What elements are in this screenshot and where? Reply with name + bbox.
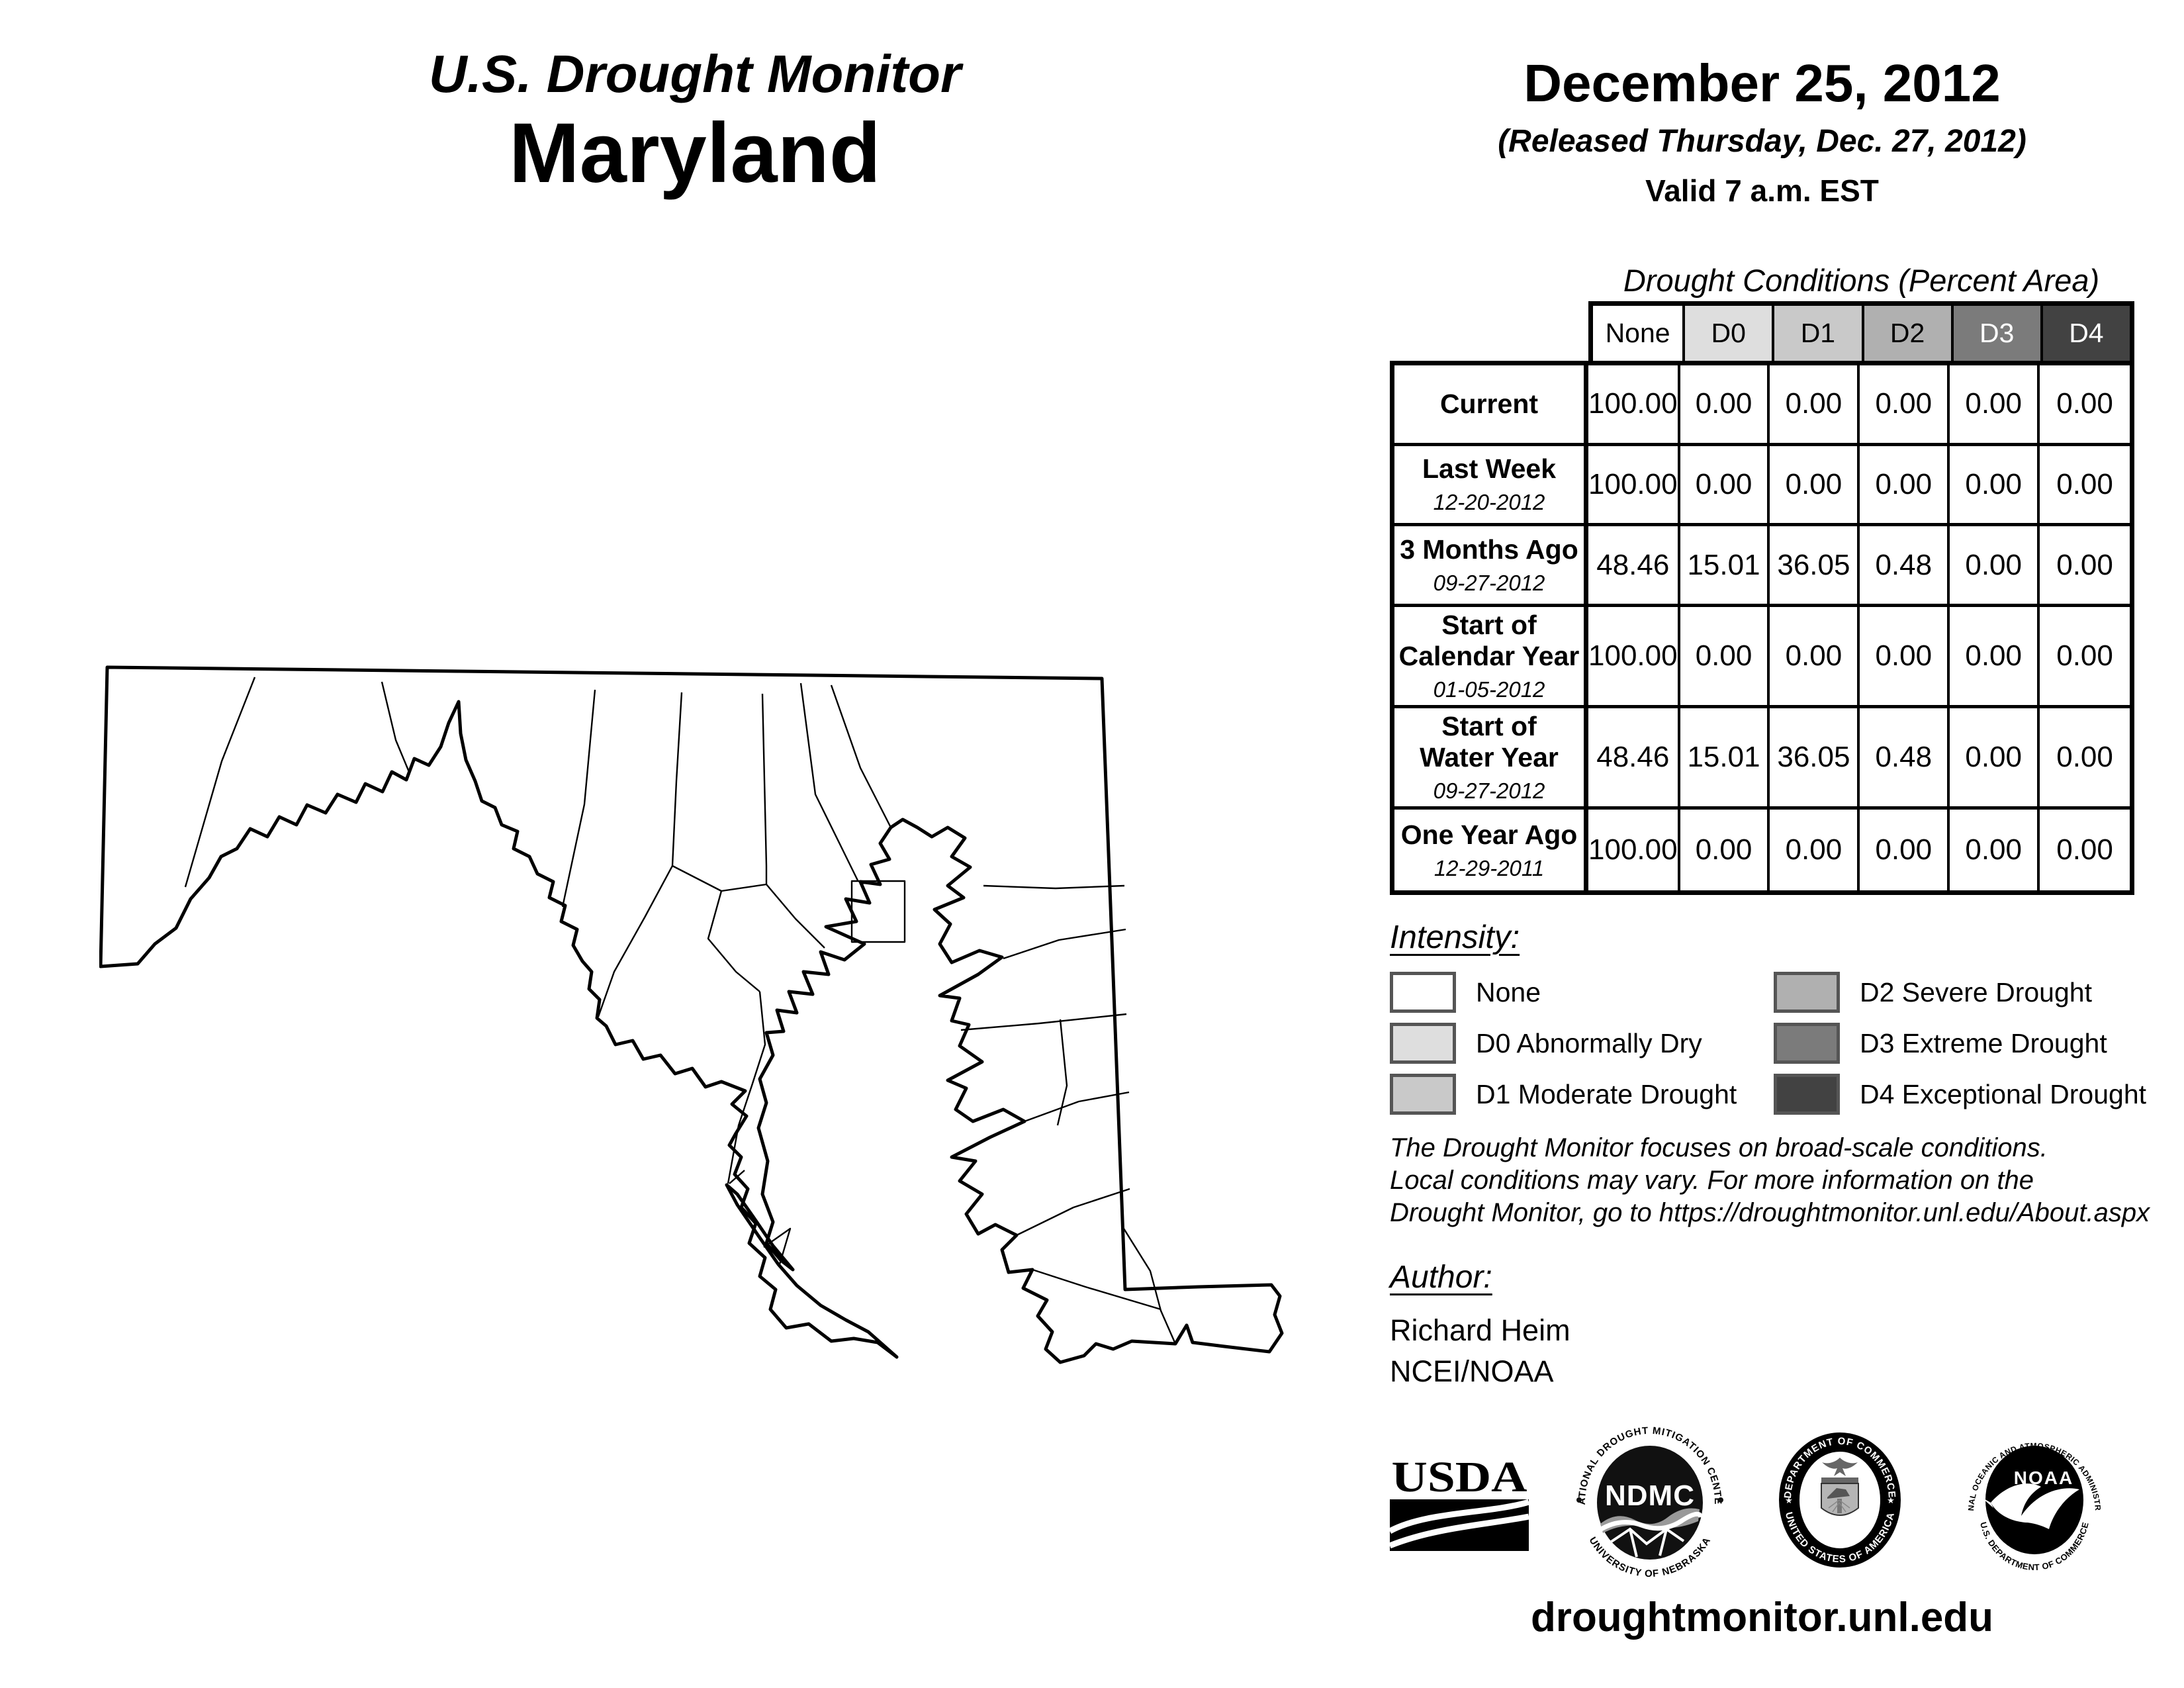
table-cell: 0.00 [1950,606,2040,709]
table-cell: 0.00 [1860,810,1950,890]
usda-logo-text: USDA [1392,1453,1527,1501]
doc-eagle-and-shield [1821,1458,1859,1516]
table-cell: 0.00 [1950,708,2040,810]
maryland-county-map [99,665,1284,1364]
column-header-d0: D0 [1682,306,1772,361]
report-title: U.S. Drought Monitor [428,44,962,103]
table-cell: 0.00 [1950,526,2040,607]
table-cell: 0.00 [2040,708,2130,810]
doc-star-right: ★ [1887,1495,1895,1505]
legend-swatch-none [1390,972,1456,1013]
table-caption: Drought Conditions (Percent Area) [1623,263,2100,298]
state-outline [99,665,1284,1364]
table-cell: 0.00 [1770,606,1860,709]
legend-swatch-d4 [1774,1074,1840,1115]
legend-swatch-d1 [1390,1074,1456,1115]
table-cell: 0.00 [1680,365,1770,446]
table-cell: 0.00 [1770,810,1860,890]
date-block: December 25, 2012 (Released Thursday, De… [1390,57,2134,209]
table-cell: 100.00 [1588,365,1680,446]
column-header-none: None [1593,306,1683,361]
state-name: Maryland [509,106,881,201]
table-cell: 0.00 [2040,365,2130,446]
table-cell: 0.00 [1680,606,1770,709]
table-cell: 0.00 [1950,365,2040,446]
ndmc-center-text: NDMC [1605,1479,1695,1512]
drought-conditions-table: Current 100.00 0.00 0.00 0.00 0.00 0.00 … [1390,361,2134,895]
table-cell: 0.00 [1950,810,2040,890]
table-cell: 36.05 [1770,526,1860,607]
table-cell: 100.00 [1588,445,1680,527]
noaa-seagull-shape [1991,1483,2079,1529]
table-cell: 0.00 [1860,606,1950,709]
map-date: December 25, 2012 [1524,54,2001,113]
table-cell: 100.00 [1588,606,1680,709]
table-cell: 0.00 [1860,445,1950,527]
ndmc-logo: NATIONAL DROUGHT MITIGATION CENTER UNIVE… [1574,1425,1723,1579]
row-label-last-week: Last Week 12-20-2012 [1394,445,1588,527]
intensity-legend-title: Intensity: [1390,919,1520,955]
legend-swatch-d0 [1390,1023,1456,1064]
legend-item-d0: D0 Abnormally Dry [1390,1023,1702,1064]
column-header-d1: D1 [1772,306,1862,361]
table-cell: 0.48 [1860,708,1950,810]
row-label-start-calendar-year: Start of Calendar Year 01-05-2012 [1394,606,1588,709]
table-cell: 48.46 [1588,526,1680,607]
table-cell: 0.00 [2040,446,2130,527]
valid-time: Valid 7 a.m. EST [1645,173,1879,208]
author-organization: NCEI/NOAA [1390,1354,1554,1388]
usda-logo: USDA [1390,1453,1529,1551]
legend-swatch-d2 [1774,972,1840,1013]
author-name: Richard Heim [1390,1313,1570,1347]
row-label-one-year-ago: One Year Ago 12-29-2011 [1394,810,1588,890]
table-cell: 0.00 [1770,365,1860,446]
table-cell: 0.00 [1770,445,1860,527]
table-cell: 48.46 [1588,708,1680,810]
department-of-commerce-seal: DEPARTMENT OF COMMERCE UNITED STATES OF … [1779,1432,1901,1568]
column-header-d2: D2 [1861,306,1951,361]
table-cell: 100.00 [1588,810,1680,890]
footer-url: droughtmonitor.unl.edu [1530,1595,1994,1640]
legend-item-d1: D1 Moderate Drought [1390,1074,1737,1115]
table-cell: 0.48 [1860,526,1950,607]
table-cell: 36.05 [1770,708,1860,810]
table-cell: 0.00 [1950,445,2040,527]
table-cell: 0.00 [1860,365,1950,446]
legend-item-d2: D2 Severe Drought [1774,972,2092,1013]
row-label-3-months-ago: 3 Months Ago 09-27-2012 [1394,526,1588,607]
column-header-d4: D4 [2040,306,2130,361]
legend-item-d3: D3 Extreme Drought [1774,1023,2107,1064]
row-label-start-water-year: Start of Water Year 09-27-2012 [1394,708,1588,810]
table-cell: 0.00 [2040,526,2130,607]
column-header-d3: D3 [1950,306,2040,361]
released-date: (Released Thursday, Dec. 27, 2012) [1498,124,2026,159]
table-cell: 15.01 [1680,708,1770,810]
doc-star-left: ★ [1785,1495,1793,1505]
table-cell: 0.00 [1680,445,1770,527]
legend-swatch-d3 [1774,1023,1840,1064]
noaa-logo: NATIONAL OCEANIC AND ATMOSPHERIC ADMINIS… [1964,1430,2103,1570]
table-cell: 0.00 [2040,607,2130,709]
legend-item-none: None [1390,972,1541,1013]
disclaimer-text: The Drought Monitor focuses on broad-sca… [1390,1133,2150,1227]
table-cell: 0.00 [1680,810,1770,890]
county-boundaries [184,677,1177,1344]
table-header-row: None D0 D1 D2 D3 D4 [1588,301,2134,361]
table-cell: 15.01 [1680,526,1770,607]
table-cell: 0.00 [2056,833,2113,867]
author-section-title: Author: [1390,1260,1492,1295]
title-block: U.S. Drought Monitor Maryland [99,48,1291,196]
legend-item-d4: D4 Exceptional Drought [1774,1074,2146,1115]
row-label-current: Current [1394,365,1588,446]
